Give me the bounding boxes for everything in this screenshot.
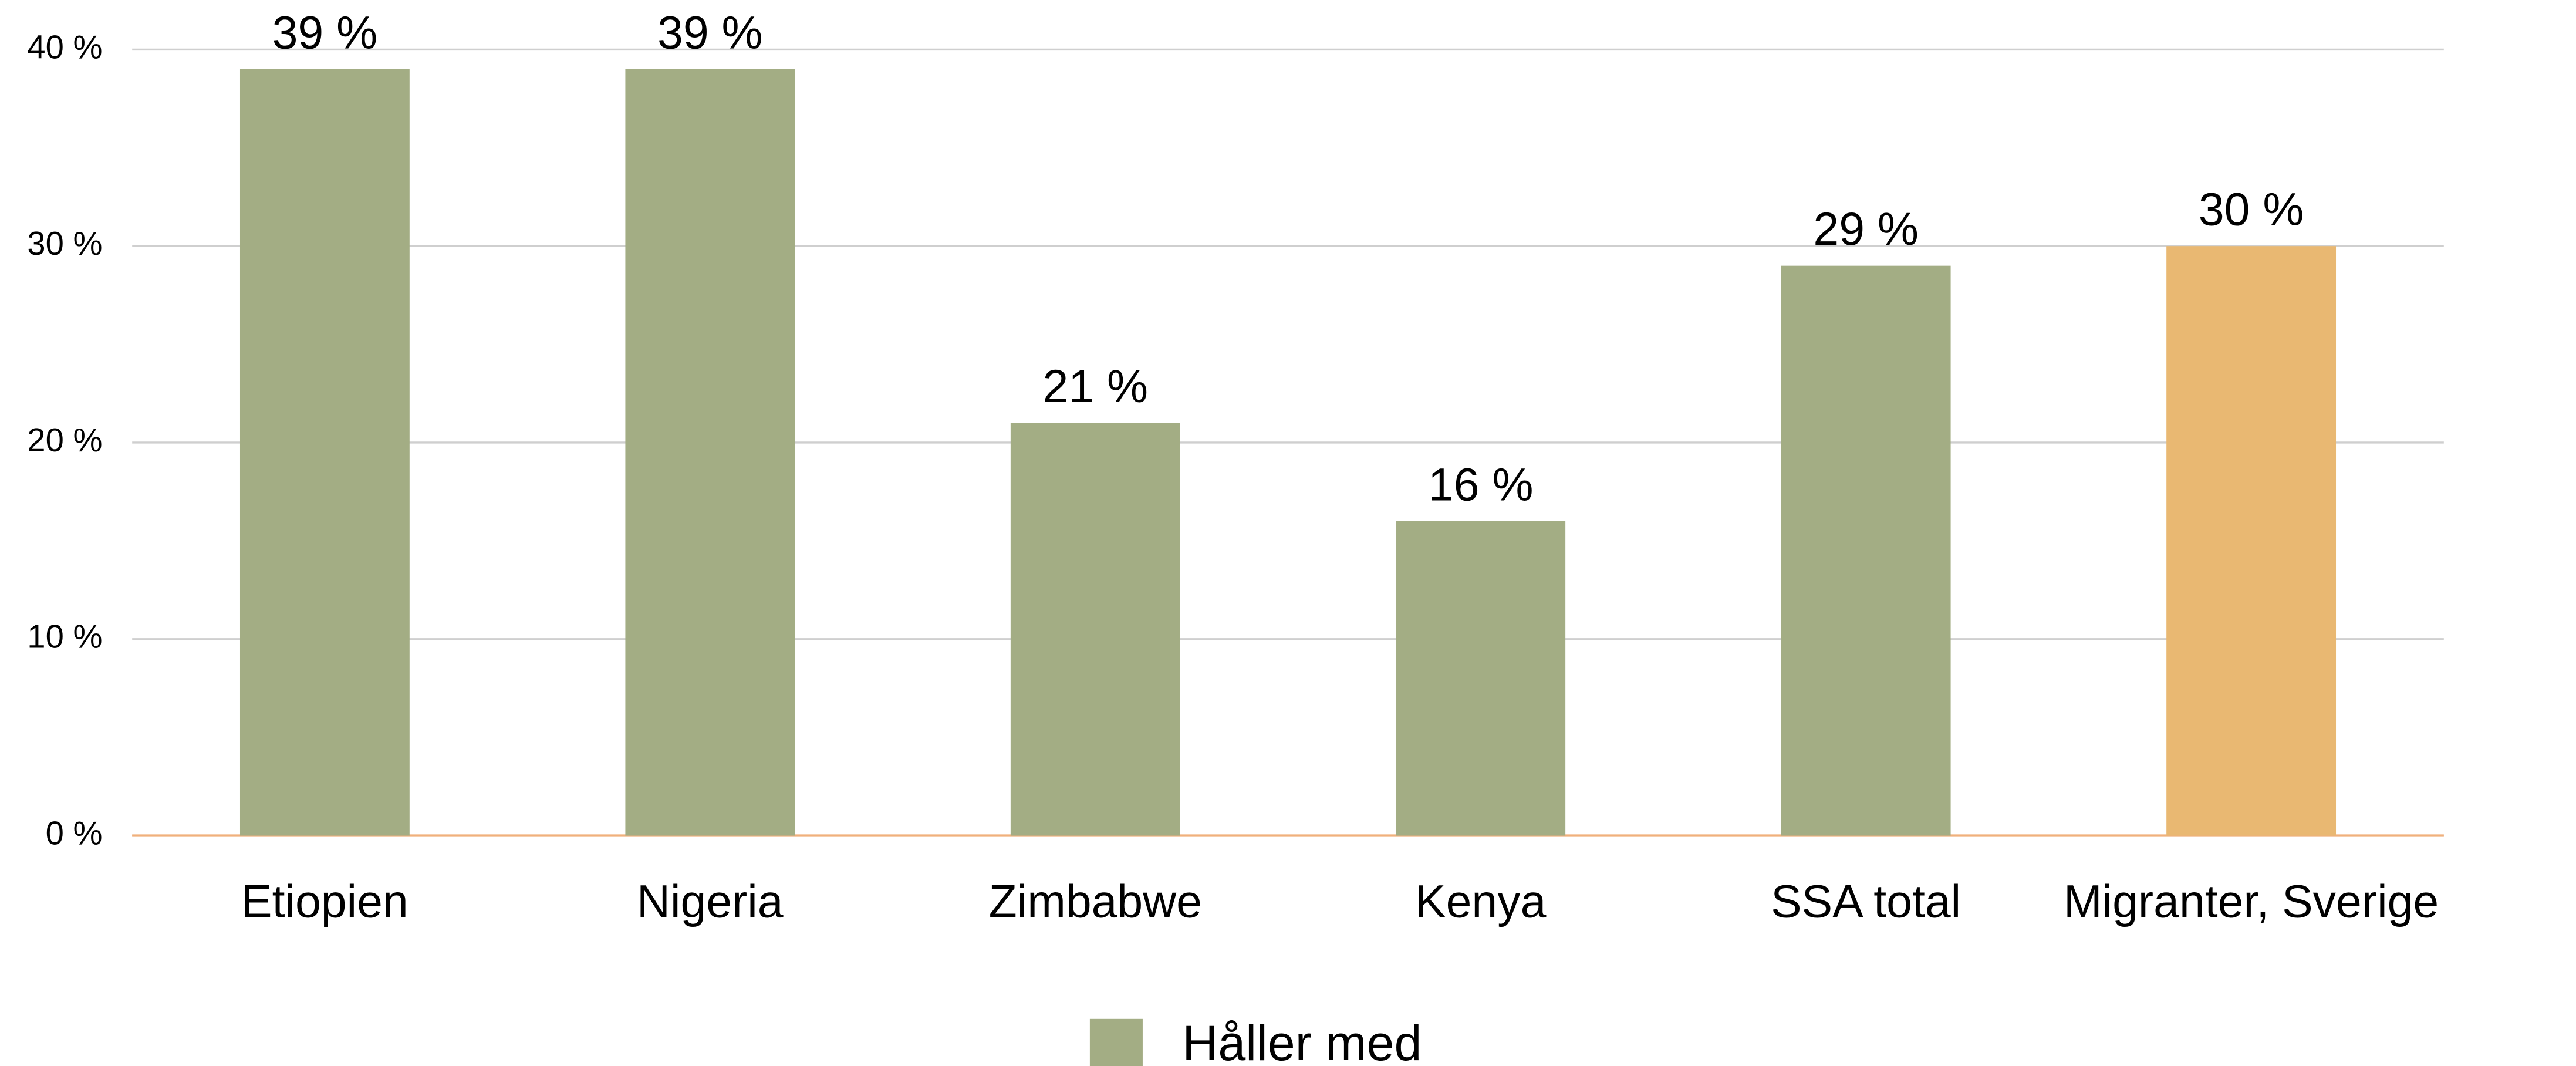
bar xyxy=(625,69,795,836)
x-tick-label: Nigeria xyxy=(637,876,784,927)
bar xyxy=(1781,265,1951,836)
x-tick-label: SSA total xyxy=(1771,876,1961,927)
bar xyxy=(2166,246,2337,836)
x-tick-label: Zimbabwe xyxy=(989,876,1202,927)
value-label: 39 % xyxy=(657,6,763,58)
y-tick-label: 0 % xyxy=(46,814,103,851)
x-tick-label: Kenya xyxy=(1415,876,1547,927)
value-label: 29 % xyxy=(1813,203,1919,255)
value-label: 30 % xyxy=(2199,184,2304,235)
y-tick-label: 40 % xyxy=(27,28,102,65)
legend-swatch xyxy=(1089,1018,1143,1066)
x-tick-label: Migranter, Sverige xyxy=(2064,876,2439,927)
x-tick-label: Etiopien xyxy=(241,876,408,927)
legend-label: Håller med xyxy=(1182,1016,1422,1066)
y-tick-label: 10 % xyxy=(27,618,102,655)
bar xyxy=(1010,423,1180,836)
value-label: 21 % xyxy=(1043,360,1149,412)
bar xyxy=(239,69,410,836)
value-label: 39 % xyxy=(272,6,378,58)
bar xyxy=(1396,521,1566,836)
y-tick-label: 30 % xyxy=(27,225,102,262)
value-label: 16 % xyxy=(1428,458,1534,510)
y-tick-label: 20 % xyxy=(27,421,102,458)
